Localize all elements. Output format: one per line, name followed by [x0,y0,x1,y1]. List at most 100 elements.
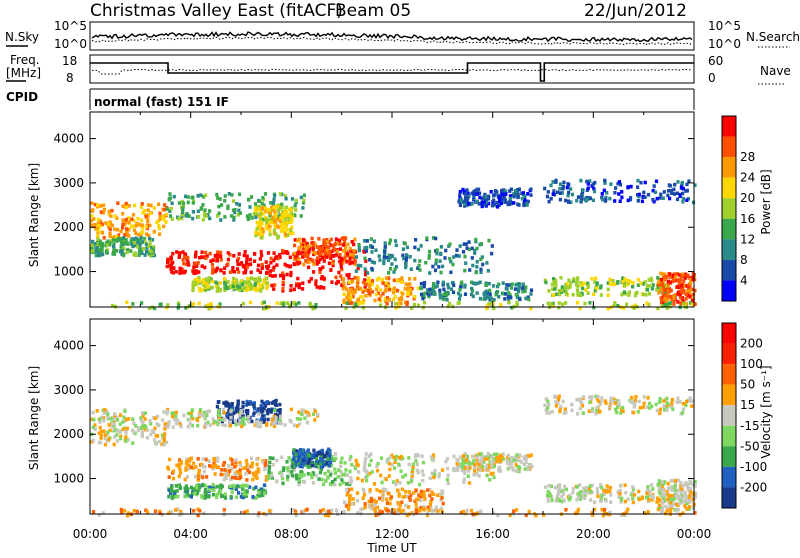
power-cell [250,286,254,291]
velocity-cell [345,493,349,497]
power-cell [223,199,227,203]
power-cell [458,285,463,290]
power-cell [436,280,440,285]
velocity-cell [527,454,531,458]
velocity-cell [615,410,619,415]
velocity-cell [361,496,365,500]
power-cell [616,280,620,284]
velocity-cell [667,506,671,511]
velocity-cell [202,410,206,415]
power-cell [236,213,240,217]
power-cell [585,179,589,184]
power-cell [146,208,150,212]
power-cell [158,211,162,216]
velocity-cell [666,401,670,405]
power-cell [272,258,276,263]
velocity-cell [190,408,194,412]
power-ytick-label: 4000 [53,132,84,146]
power-cell [283,207,287,212]
power-cell [90,246,94,250]
power-cell [529,306,533,311]
velocity-cell [235,485,239,489]
power-cell [609,182,613,186]
power-cell [109,239,113,243]
velocity-cell [651,487,655,491]
power-cell [226,206,230,210]
power-cell [231,199,236,203]
velocity-cell [658,489,662,493]
velocity-cell [286,474,290,479]
power-cell [497,282,501,287]
velocity-cell [578,483,582,487]
power-cell [90,201,94,205]
power-cell [107,212,111,216]
power-cell [227,192,231,196]
velocity-cell [687,494,692,498]
power-cell [520,196,524,201]
velocity-cell [158,511,162,516]
power-cell [271,202,275,207]
velocity-cell [477,462,481,467]
power-cell [345,295,349,300]
velocity-cell [618,484,622,488]
velocity-cell [404,503,408,508]
power-cell [675,197,680,202]
power-cell [488,301,492,306]
power-cell [467,247,471,252]
velocity-cell [640,495,644,499]
velocity-cell [595,487,599,491]
velocity-cell [463,452,467,456]
power-cell [105,243,110,247]
power-cell [200,250,204,255]
power-cell [393,257,397,262]
velocity-cell [276,408,280,413]
power-cell [302,262,306,267]
velocity-cell [401,508,405,513]
velocity-cell [294,473,298,477]
velocity-cell [420,469,424,473]
power-cell [258,257,262,261]
power-cell [237,202,242,207]
velocity-cell [455,468,459,473]
freq-trace [90,62,694,82]
velocity-cell [220,423,225,427]
velocity-cell [189,485,193,490]
velocity-cell [355,462,359,466]
velocity-cell [675,400,679,404]
power-cell [689,277,693,282]
velocity-cell [501,457,505,461]
power-cell [258,270,262,274]
power-cell [192,265,196,270]
power-cell [113,214,117,218]
power-cell [284,250,288,255]
power-cell [353,237,357,242]
power-cell [353,302,358,306]
power-cell [147,233,151,238]
power-cell [499,189,504,193]
power-cell [281,271,285,275]
power-cell [639,180,643,185]
power-cell [147,251,151,256]
velocity-cell [116,418,120,422]
velocity-cell [193,491,197,496]
power-cell [367,291,372,296]
velocity-cell [498,465,502,470]
power-cell [484,198,488,202]
power-cell [435,284,439,288]
power-cell [663,290,667,295]
power-cell [659,271,663,276]
power-cell [273,222,277,227]
velocity-cell [421,460,425,465]
power-cell [478,280,482,285]
power-cell [253,202,258,206]
velocity-cell [136,426,141,430]
velocity-cell [657,503,661,508]
velocity-cell [658,499,662,503]
power-cell [475,246,479,251]
power-cell [366,280,370,285]
power-cell [209,277,213,281]
power-cell [197,270,201,274]
power-cell [106,222,111,226]
velocity-cell [327,460,331,464]
power-cell [210,263,215,267]
